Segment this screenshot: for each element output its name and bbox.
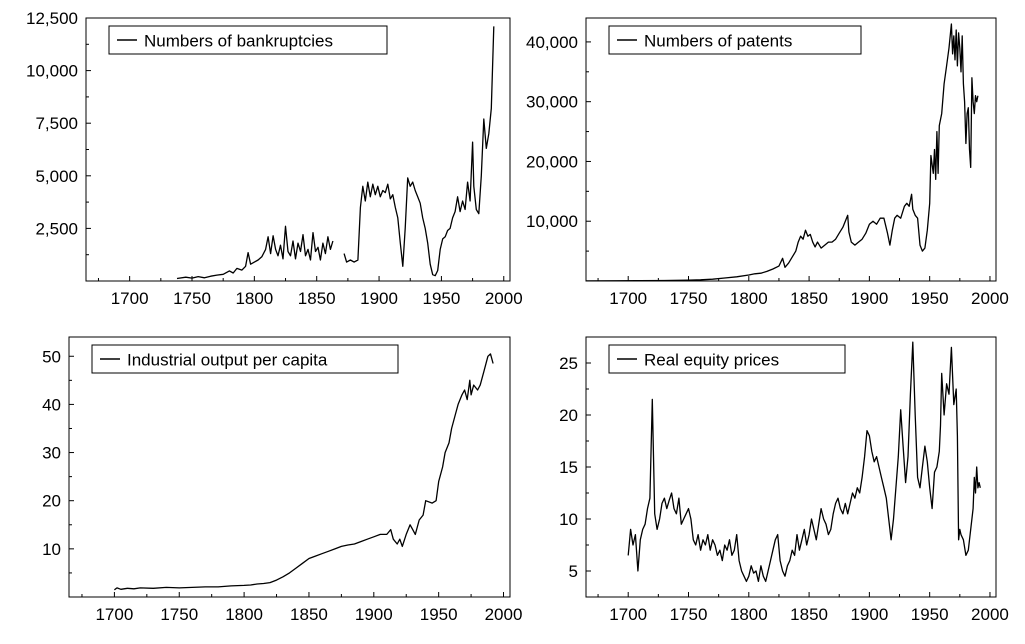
x-tick-label: 1750 — [173, 289, 211, 308]
x-tick-label: 1750 — [670, 605, 708, 624]
legend-box — [608, 344, 846, 374]
y-tick-label: 10,000 — [526, 212, 578, 231]
plot-frame — [85, 17, 511, 282]
x-tick-label: 2000 — [971, 605, 1009, 624]
legend-box — [91, 344, 399, 374]
plot-frame — [68, 336, 511, 598]
x-tick-label: 1900 — [850, 605, 888, 624]
legend-label: Numbers of patents — [644, 32, 792, 51]
x-tick-label: 1800 — [225, 605, 263, 624]
x-tick-label: 1900 — [850, 289, 888, 308]
series-line-equity-prices-1 — [627, 341, 981, 583]
chart-panel-patents: 1700 1750 1800 1850 1900 1950 2000 10,000 20,000… — [526, 17, 1009, 308]
y-tick-label: 10,000 — [26, 62, 78, 81]
x-tick-label: 1750 — [160, 605, 198, 624]
x-tick-label: 1850 — [298, 289, 336, 308]
y-tick-label: 12,500 — [26, 9, 78, 28]
chart-panel-bankruptcies: 1700 1750 1800 1850 1900 1950 2000 2,500 5,000 7,… — [26, 9, 523, 308]
y-tick-label: 25 — [559, 354, 578, 373]
x-tick-label: 1750 — [670, 289, 708, 308]
plot-frame — [585, 17, 997, 282]
y-tick-label: 5 — [569, 562, 578, 581]
y-tick-label: 2,500 — [35, 219, 78, 238]
x-tick-label: 2000 — [971, 289, 1009, 308]
y-tick-label: 40 — [42, 395, 61, 414]
x-tick-label: 1950 — [420, 605, 458, 624]
x-tick-label: 1700 — [609, 289, 647, 308]
y-tick-label: 10 — [559, 510, 578, 529]
y-tick-label: 30 — [42, 444, 61, 463]
x-tick-label: 1850 — [290, 605, 328, 624]
x-tick-label: 1950 — [911, 605, 949, 624]
y-tick-label: 15 — [559, 458, 578, 477]
series-line-patents-1 — [585, 23, 979, 282]
x-tick-label: 1700 — [95, 605, 133, 624]
x-tick-label: 1700 — [609, 605, 647, 624]
y-tick-label: 40,000 — [526, 33, 578, 52]
x-tick-label: 2000 — [485, 289, 523, 308]
legend-label: Industrial output per capita — [127, 351, 328, 370]
series-line-bankruptcies-1 — [176, 225, 334, 280]
y-tick-label: 20,000 — [526, 152, 578, 171]
x-tick-label: 1900 — [355, 605, 393, 624]
x-tick-label: 1800 — [730, 289, 768, 308]
x-tick-label: 1950 — [422, 289, 460, 308]
legend-label: Real equity prices — [644, 351, 779, 370]
y-tick-label: 7,500 — [35, 114, 78, 133]
y-tick-label: 20 — [559, 406, 578, 425]
x-tick-label: 2000 — [485, 605, 523, 624]
x-tick-label: 1850 — [790, 289, 828, 308]
legend-box — [108, 25, 388, 55]
x-tick-label: 1950 — [911, 289, 949, 308]
y-tick-label: 50 — [42, 347, 61, 366]
y-tick-label: 5,000 — [35, 167, 78, 186]
y-tick-label: 10 — [42, 540, 61, 559]
x-tick-label: 1800 — [730, 605, 768, 624]
x-tick-label: 1800 — [235, 289, 273, 308]
series-line-bankruptcies-2 — [343, 26, 495, 277]
x-tick-label: 1850 — [790, 605, 828, 624]
series-line-industrial-output-1 — [114, 353, 494, 591]
chart-panel-industrial-output: 1700 1750 1800 1850 1900 1950 2000 10 20 30 40 50 In… — [42, 336, 523, 624]
legend-label: Numbers of bankruptcies — [144, 32, 333, 51]
x-tick-label: 1700 — [111, 289, 149, 308]
chart-panel-equity-prices: 1700 1750 1800 1850 1900 1950 2000 5 10 15 20 25 Rea… — [559, 336, 1009, 624]
y-tick-label: 20 — [42, 492, 61, 511]
x-tick-label: 1900 — [360, 289, 398, 308]
y-tick-label: 30,000 — [526, 93, 578, 112]
legend-box — [608, 25, 862, 55]
